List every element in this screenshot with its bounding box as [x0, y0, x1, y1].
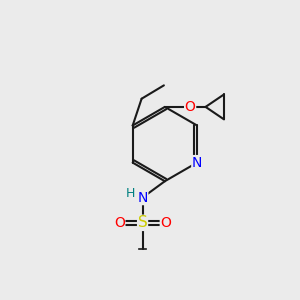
Text: H: H: [125, 188, 135, 200]
Text: O: O: [185, 100, 196, 114]
Text: S: S: [138, 215, 147, 230]
Text: N: N: [192, 156, 202, 170]
Text: O: O: [160, 216, 171, 230]
Text: O: O: [114, 216, 125, 230]
Text: N: N: [137, 190, 148, 205]
